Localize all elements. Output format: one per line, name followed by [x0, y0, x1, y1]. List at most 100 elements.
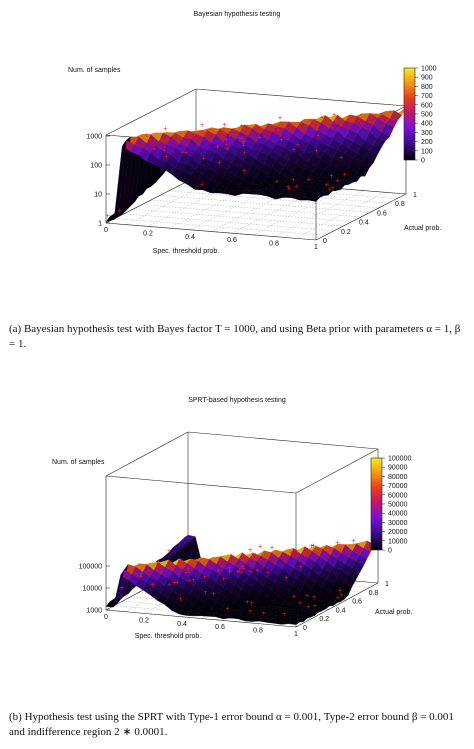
colorbar-tick-label: 30000 — [388, 520, 408, 527]
sample-point: + — [339, 155, 344, 162]
sample-point: + — [255, 568, 260, 575]
sample-point: + — [139, 571, 144, 578]
sample-point: + — [211, 590, 216, 597]
grid-line — [273, 190, 365, 237]
sample-point: + — [152, 146, 157, 153]
x-tick-label: 0.8 — [269, 241, 279, 248]
z-tick-label: 10 — [94, 192, 102, 199]
grid-line — [143, 569, 227, 614]
sample-point: + — [216, 568, 221, 575]
sample-point: + — [316, 133, 321, 140]
colorbar-tick-label: 80000 — [388, 474, 408, 481]
sample-point: + — [241, 139, 246, 146]
colorbar-tick-label: 90000 — [388, 465, 408, 472]
z-tick-label: 100000 — [79, 564, 102, 571]
colorbar-tick-label: 300 — [421, 130, 433, 137]
x-axis-label: Spec. threshold prob. — [135, 633, 202, 640]
sample-point: + — [312, 594, 317, 601]
sample-point: + — [217, 159, 222, 166]
sample-point: + — [269, 544, 274, 551]
y-tick-label: 0 — [323, 238, 327, 245]
sample-point: + — [138, 574, 143, 581]
y-tick-label: 0 — [303, 625, 307, 632]
sample-point: + — [327, 186, 332, 193]
sample-point: + — [237, 568, 242, 575]
chart-sprt: SPRT-based hypothesis testing++++++++ +++… — [52, 397, 412, 640]
box-edge — [105, 176, 197, 224]
sample-point: + — [279, 137, 284, 144]
sample-point: + — [242, 168, 247, 175]
sample-point: + — [284, 575, 289, 582]
x-tick-label: 1 — [314, 244, 318, 251]
colorbar-tick-label: 800 — [421, 84, 433, 91]
x-tick-label: 0.2 — [139, 617, 149, 624]
grid-line — [150, 199, 362, 218]
sample-point: + — [258, 544, 263, 551]
sample-point: + — [180, 149, 185, 156]
sample-point: + — [249, 600, 254, 607]
colorbar-tick-label: 20000 — [388, 529, 408, 536]
sample-point: + — [311, 542, 316, 549]
caption-b: (b) Hypothesis test using the SPRT with … — [9, 711, 454, 738]
sample-point: + — [314, 147, 319, 154]
sample-point: + — [288, 550, 293, 557]
sample-point: + — [330, 125, 335, 132]
sample-point: + — [237, 134, 242, 141]
sample-point: + — [224, 142, 229, 149]
z-axis-label: Num. of samples — [68, 67, 121, 74]
sample-point: + — [294, 184, 299, 191]
sample-points: ++++++++++++++++++++++++++++++++++++++++… — [120, 538, 356, 619]
sample-point: + — [287, 185, 292, 192]
box-edge — [187, 431, 379, 450]
colorbar-tick-label: 1000 — [421, 66, 437, 73]
sample-point: + — [308, 118, 313, 125]
sample-point: + — [117, 207, 122, 214]
sample-point: + — [178, 596, 183, 603]
chart-bayesian: Bayesian hypothesis testing+++++ + +++++++… — [68, 11, 441, 255]
sample-point: + — [335, 540, 340, 547]
sample-point: + — [221, 576, 226, 583]
z-tick-label: 1000 — [86, 134, 102, 141]
sample-point: + — [337, 587, 342, 594]
sample-point: + — [291, 177, 296, 184]
sample-point: + — [178, 558, 183, 565]
y-tick-label: 0.2 — [319, 616, 329, 623]
z-tick-label: 1 — [98, 221, 102, 228]
sample-point: + — [202, 574, 207, 581]
sample-point: + — [221, 130, 226, 137]
x-tick-label: 1 — [294, 631, 298, 638]
grid-line — [294, 192, 386, 239]
sample-point: + — [191, 577, 196, 584]
sample-point: + — [297, 122, 302, 129]
sample-point: + — [215, 143, 220, 150]
sample-point: + — [120, 585, 125, 592]
box-edge — [105, 222, 317, 241]
box-edge — [105, 609, 297, 628]
colorbar-tick-label: 0 — [421, 158, 425, 165]
surface — [105, 107, 407, 223]
sample-point: + — [201, 155, 206, 162]
chart-title: SPRT-based hypothesis testing — [188, 397, 286, 404]
sample-point: + — [306, 177, 311, 184]
sample-point: + — [276, 128, 281, 135]
sample-point: + — [227, 133, 232, 140]
sample-point: + — [342, 171, 347, 178]
sample-point: + — [224, 136, 229, 143]
x-tick-label: 0 — [104, 614, 108, 621]
sample-point: + — [241, 565, 246, 572]
sample-point: + — [144, 132, 149, 139]
sample-point: + — [187, 578, 192, 585]
y-tick-label: 1 — [385, 581, 389, 588]
x-tick-label: 0.4 — [177, 621, 187, 628]
sample-point: + — [243, 126, 248, 133]
surface-cell — [105, 601, 118, 608]
z-tick-label: 10000 — [83, 586, 103, 593]
sample-point: + — [222, 121, 227, 128]
colorbar-tick-label: 200 — [421, 139, 433, 146]
colorbar-tick-label: 400 — [421, 121, 433, 128]
sample-point: + — [338, 547, 343, 554]
x-axis-label: Spec. threshold prob. — [153, 248, 220, 255]
sample-point: + — [239, 123, 244, 130]
sample-point: + — [240, 564, 245, 571]
